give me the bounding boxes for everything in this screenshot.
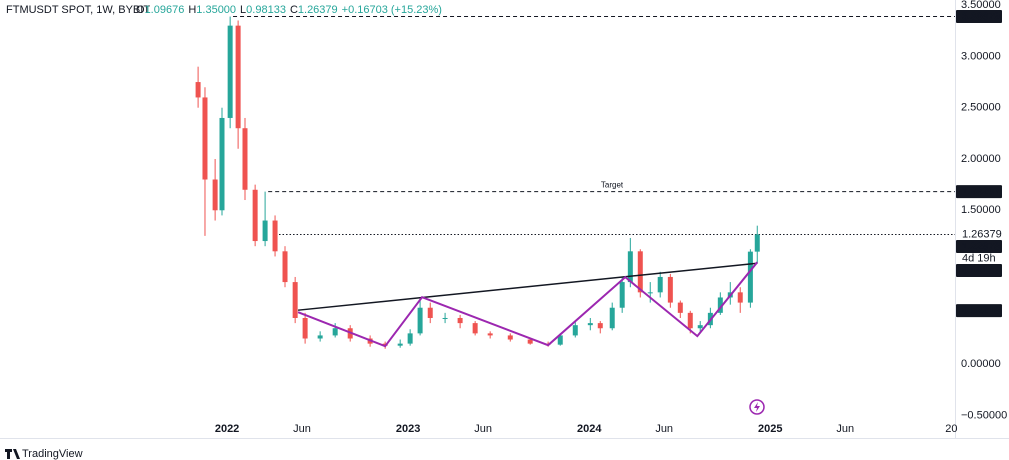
- price-label: 3.38879: [962, 10, 1000, 22]
- candle-body: [302, 317, 308, 339]
- candle-body: [572, 325, 578, 336]
- candle-body: [657, 276, 663, 293]
- x-tick-label: 2023: [396, 423, 420, 435]
- y-tick-label: 2.00000: [961, 153, 1001, 165]
- price-label: 0.52218: [962, 304, 1000, 316]
- ohlc-label: L: [240, 4, 246, 16]
- candle-body: [487, 333, 493, 336]
- candle-body: [697, 325, 703, 329]
- candle-body: [219, 117, 225, 211]
- candle-body: [282, 251, 288, 283]
- logo: TradingView: [5, 448, 83, 460]
- x-tick-label: 2022: [215, 423, 239, 435]
- alert-icon[interactable]: [749, 399, 765, 415]
- candle-body: [195, 82, 201, 98]
- y-tick-label: 3.50000: [961, 0, 1001, 11]
- candle-body: [457, 317, 463, 324]
- price-label: 1.68207: [962, 185, 1000, 197]
- x-tick-label: Jun: [655, 423, 673, 435]
- ohlc-label: C: [290, 4, 298, 16]
- candle-body: [227, 25, 233, 118]
- price-label-box: [956, 185, 1002, 199]
- price-label-box: [956, 240, 1002, 254]
- candle-body: [202, 97, 208, 180]
- header: FTMUSDT SPOT, 1W, BYBIT O1.09676 H1.35000…: [6, 4, 442, 16]
- candle-body: [637, 251, 643, 293]
- candle-body: [317, 335, 323, 339]
- y-tick-label: 0.00000: [961, 358, 1001, 370]
- y-tick-label: −0.50000: [961, 409, 1007, 421]
- ohlc-value: 1.09676: [145, 4, 185, 16]
- candle-body: [292, 282, 298, 318]
- watermark: TradingView: [22, 448, 83, 460]
- x-tick-label: Jun: [293, 423, 311, 435]
- alert-circle[interactable]: [749, 399, 765, 415]
- y-tick-label: 2.50000: [961, 102, 1001, 114]
- logo-icon: [5, 449, 20, 459]
- candle-body: [442, 317, 448, 319]
- candle-body: [262, 220, 268, 242]
- ohlc-value: 1.26379: [298, 4, 338, 16]
- ohlc-legend: O1.09676 H1.35000 L0.98133 C1.26379 +0.16703…: [136, 4, 442, 16]
- candle-body: [242, 128, 248, 190]
- price-label: 0.98133: [962, 264, 1000, 276]
- candle-body: [472, 323, 478, 334]
- change-value: +0.16703 (+15.23%): [342, 4, 442, 16]
- level-note: Target: [601, 181, 624, 190]
- candle-body: [627, 251, 633, 283]
- candle-body: [667, 276, 673, 303]
- ohlc-value: 0.98133: [246, 4, 286, 16]
- ohlc-label: H: [188, 4, 196, 16]
- candle-body: [597, 323, 603, 329]
- candle-body: [212, 179, 218, 211]
- x-tick-label: Jun: [836, 423, 854, 435]
- alert-bolt[interactable]: [754, 402, 760, 412]
- candle-body: [609, 307, 615, 329]
- candle-body: [507, 335, 513, 340]
- candle-body: [737, 292, 743, 303]
- price-label-box: [956, 304, 1002, 318]
- pattern-line: [297, 261, 759, 348]
- y-tick-label: 3.00000: [961, 50, 1001, 62]
- candle-body: [272, 220, 278, 252]
- candle-body: [717, 297, 723, 313]
- price-label: 1.22978: [962, 240, 1000, 252]
- x-tick-label: 2024: [577, 423, 602, 435]
- symbol-title: FTMUSDT SPOT, 1W, BYBIT: [6, 4, 150, 16]
- candle-body: [747, 251, 753, 303]
- candle-body: [427, 307, 433, 318]
- y-tick-label: 1.50000: [961, 204, 1001, 216]
- candle-body: [252, 189, 258, 242]
- candle-body: [647, 292, 653, 294]
- candle-body: [235, 25, 241, 129]
- x-tick-label: Jun: [474, 423, 492, 435]
- trendline: [297, 262, 758, 311]
- candle-body: [332, 328, 338, 336]
- candle-body: [754, 234, 760, 252]
- candle-body: [527, 339, 533, 344]
- candle-body: [687, 312, 693, 329]
- x-tick-label: 20: [945, 423, 957, 435]
- ohlc-label: O: [136, 4, 145, 16]
- candle-body: [619, 282, 625, 308]
- price-label: 1.26379: [962, 228, 1002, 240]
- candle-body: [587, 323, 593, 326]
- countdown-label: 4d 19h: [962, 252, 996, 264]
- ohlc-value: 1.35000: [196, 4, 236, 16]
- price-label-box: [956, 10, 1002, 24]
- price-label-box: [956, 264, 1002, 278]
- candle-body: [417, 307, 423, 334]
- x-tick-label: 2025: [758, 423, 782, 435]
- candle-body: [557, 335, 563, 345]
- candle-body: [407, 333, 413, 344]
- candle-body: [677, 302, 683, 313]
- candle-body: [397, 343, 403, 346]
